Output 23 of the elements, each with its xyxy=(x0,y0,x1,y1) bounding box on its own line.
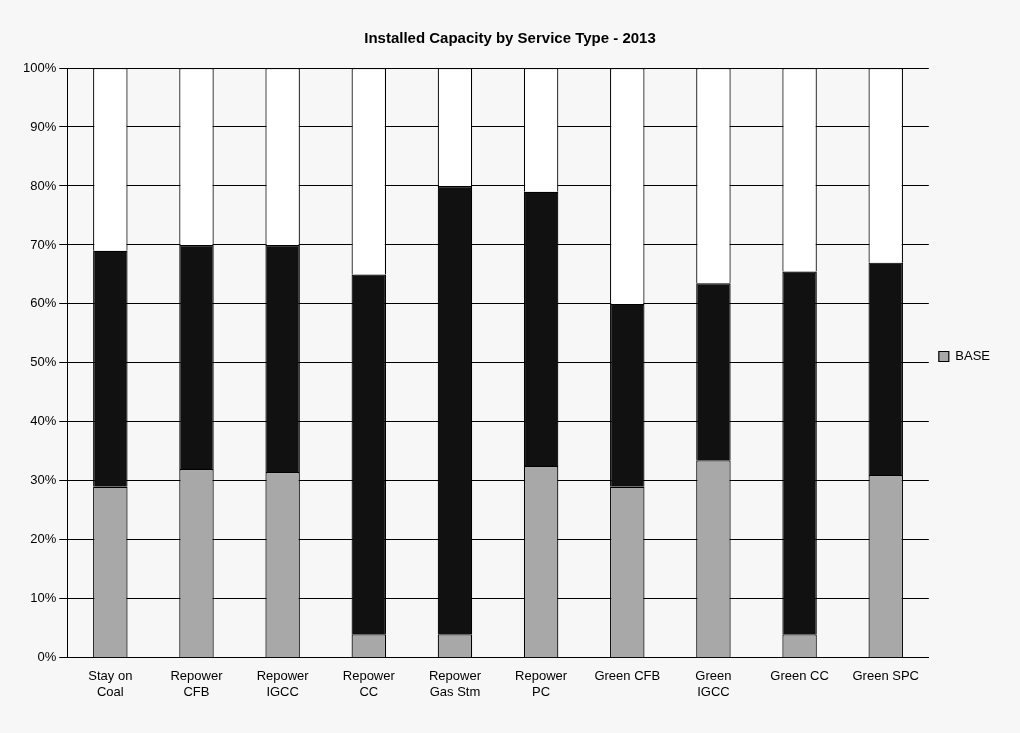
y-tick-label: 10% xyxy=(30,590,57,606)
y-tick-label: 50% xyxy=(30,354,57,370)
x-tick-label: Repower Gas Stm xyxy=(428,668,482,699)
x-tick-label: Repower CFB xyxy=(170,668,224,699)
x-tick-label: Green CC xyxy=(770,668,829,684)
y-tick-label: 60% xyxy=(30,295,57,311)
x-tick-label: Green CFB xyxy=(594,668,661,684)
y-tick-label: 30% xyxy=(30,472,57,488)
y-tick-label: 0% xyxy=(37,649,57,665)
y-tick-label: 40% xyxy=(30,413,57,429)
y-tick-label: 20% xyxy=(30,531,57,547)
x-tick-label: Repower PC xyxy=(515,668,568,699)
x-tick-label: Repower IGCC xyxy=(256,668,310,699)
x-tick-label: Green SPC xyxy=(852,668,919,684)
y-tick-label: 70% xyxy=(30,236,57,252)
x-tick-label: Green IGCC xyxy=(695,668,732,699)
y-tick-label: 90% xyxy=(30,118,57,134)
y-tick-label: 80% xyxy=(30,177,57,193)
x-tick-label: Repower CC xyxy=(342,668,396,699)
x-tick-label: Stay on Coal xyxy=(88,668,133,699)
chart-title: Installed Capacity by Service Type - 2013 xyxy=(364,29,656,47)
legend-label: BASE xyxy=(955,348,991,364)
y-tick-label: 100% xyxy=(23,59,57,75)
